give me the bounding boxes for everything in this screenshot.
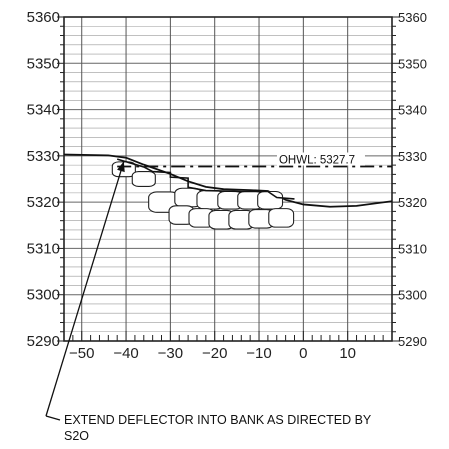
callout-leader-tail: [45, 415, 61, 421]
axis-ticks: [57, 16, 399, 342]
ohwl-label-backing: [276, 152, 365, 166]
y-tick-label-left: 5290: [27, 333, 60, 350]
ohwl-line-group: OHWL: 5327.7: [117, 152, 392, 168]
arrowhead-icon: [117, 161, 125, 173]
boulder: [131, 171, 156, 187]
frame-border: [63, 16, 393, 342]
y-tick-label-left: 5360: [27, 9, 60, 26]
deflector-top-line: [116, 158, 295, 200]
ground-profile: [63, 153, 393, 208]
y-tick-label-right: 5330: [398, 149, 427, 164]
plot-frame: [63, 16, 393, 342]
x-tick-label: −10: [246, 345, 271, 362]
y-tick-label-right: 5300: [398, 288, 427, 303]
callout-text-line: EXTEND DEFLECTOR INTO BANK AS DIRECTED B…: [64, 413, 372, 427]
x-tick-label: 10: [339, 345, 356, 362]
y-tick-label-left: 5300: [27, 287, 60, 304]
y-tick-label-left: 5350: [27, 55, 60, 72]
y-tick-label-left: 5330: [27, 148, 60, 165]
x-tick-label: −40: [113, 345, 138, 362]
boulder: [257, 190, 284, 210]
y-tick-label-left: 5320: [27, 194, 60, 211]
y-tick-label-left: 5340: [27, 102, 60, 119]
y-tick-label-right: 5310: [398, 241, 427, 256]
ohwl-label: OHWL: 5327.7: [279, 155, 355, 167]
x-tick-label: −20: [202, 345, 227, 362]
callout-text-line: S2O: [64, 429, 89, 443]
y-tick-label-right: 5340: [398, 103, 427, 118]
y-tick-label-right: 5360: [398, 10, 427, 25]
boulder: [268, 208, 295, 228]
deflector-top: [116, 158, 295, 200]
grid: [64, 16, 392, 342]
x-tick-label: 0: [299, 345, 307, 362]
deflector-boulders: [111, 161, 295, 230]
y-tick-label-right: 5320: [398, 195, 427, 210]
y-tick-label-right: 5290: [398, 334, 427, 349]
x-tick-label: −50: [69, 345, 94, 362]
callout-group: EXTEND DEFLECTOR INTO BANK AS DIRECTED B…: [45, 161, 372, 443]
x-tick-label: −30: [158, 345, 183, 362]
callout-leader: [45, 161, 125, 417]
y-tick-label-right: 5350: [398, 56, 427, 71]
ground-line: [63, 153, 393, 208]
axis-labels: 5290 5290 5300 5300 5310 5310 5320 5320 5330 5330…: [27, 9, 427, 362]
y-tick-label-left: 5310: [27, 240, 60, 257]
